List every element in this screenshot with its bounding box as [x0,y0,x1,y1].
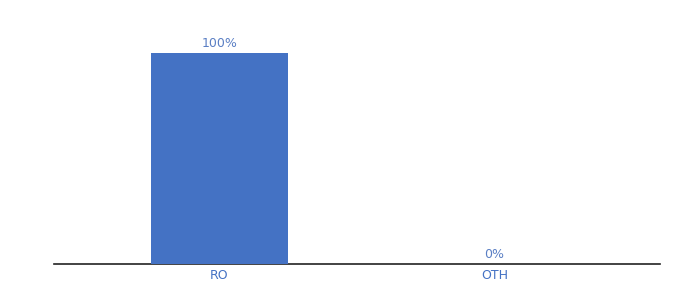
Text: 0%: 0% [485,248,505,261]
Text: 100%: 100% [201,37,237,50]
Bar [151,53,288,264]
